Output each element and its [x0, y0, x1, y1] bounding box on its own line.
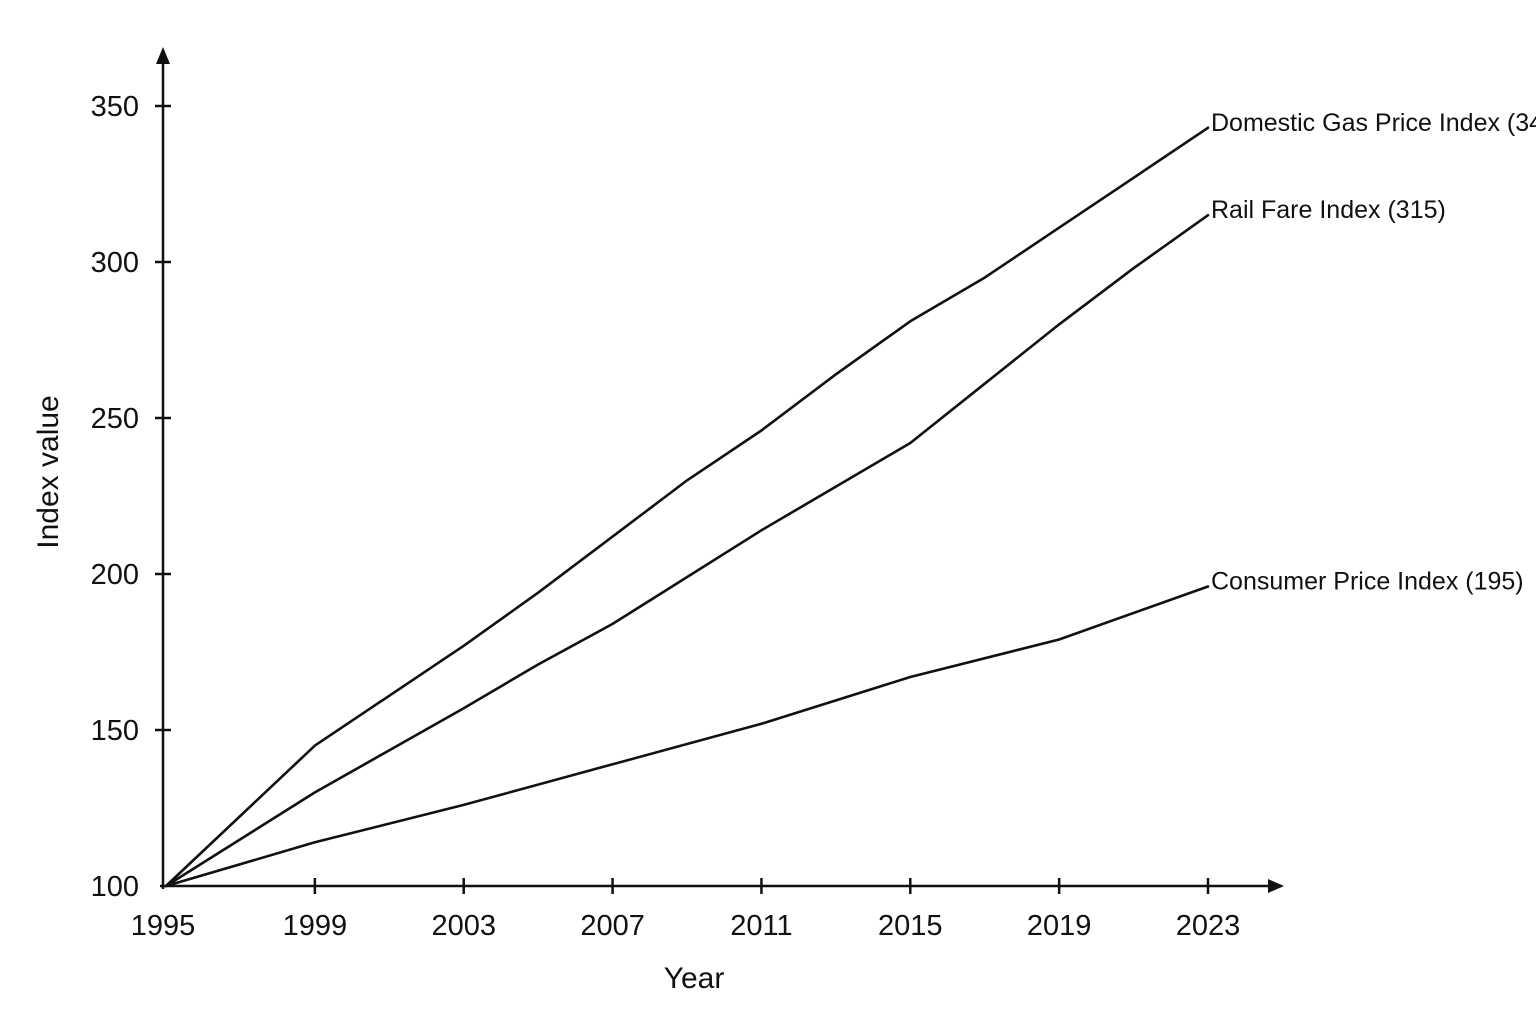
series-line-2: [164, 585, 1210, 888]
x-tick-label: 2019: [1027, 910, 1092, 942]
x-tick-label: 1995: [131, 910, 196, 942]
x-tick-label: 2007: [580, 910, 645, 942]
series-label-0: Domestic Gas Price Index (340): [1211, 109, 1536, 137]
y-tick-label: 350: [91, 91, 139, 123]
series-lines: [164, 126, 1210, 888]
x-axis-ticks: 1995 1999 2003 2007 2011 2015 2019 2023: [131, 878, 1241, 942]
y-tick-label: 300: [91, 247, 139, 279]
x-tick-label: 2015: [878, 910, 943, 942]
y-tick-label: 100: [91, 871, 139, 903]
series-line-1: [164, 213, 1210, 888]
y-axis-title: Index value: [32, 395, 65, 548]
y-axis-ticks: 100 150 200 250 300 350: [91, 91, 171, 903]
series-label-2: Consumer Price Index (195): [1211, 567, 1524, 595]
x-axis-arrowhead: [1268, 879, 1284, 893]
y-tick-label: 200: [91, 559, 139, 591]
x-tick-label: 2011: [730, 910, 792, 942]
series-label-1: Rail Fare Index (315): [1211, 196, 1446, 224]
x-tick-label: 1999: [283, 910, 348, 942]
y-tick-label: 150: [91, 715, 139, 747]
y-tick-label: 250: [91, 403, 139, 435]
x-tick-label: 2003: [431, 910, 496, 942]
series-labels: Domestic Gas Price Index (340) Rail Fare …: [1211, 109, 1536, 596]
series-line-0: [164, 126, 1210, 888]
x-tick-label: 2023: [1176, 910, 1241, 942]
y-axis-arrowhead: [156, 47, 170, 64]
x-axis-title: Year: [664, 962, 725, 995]
